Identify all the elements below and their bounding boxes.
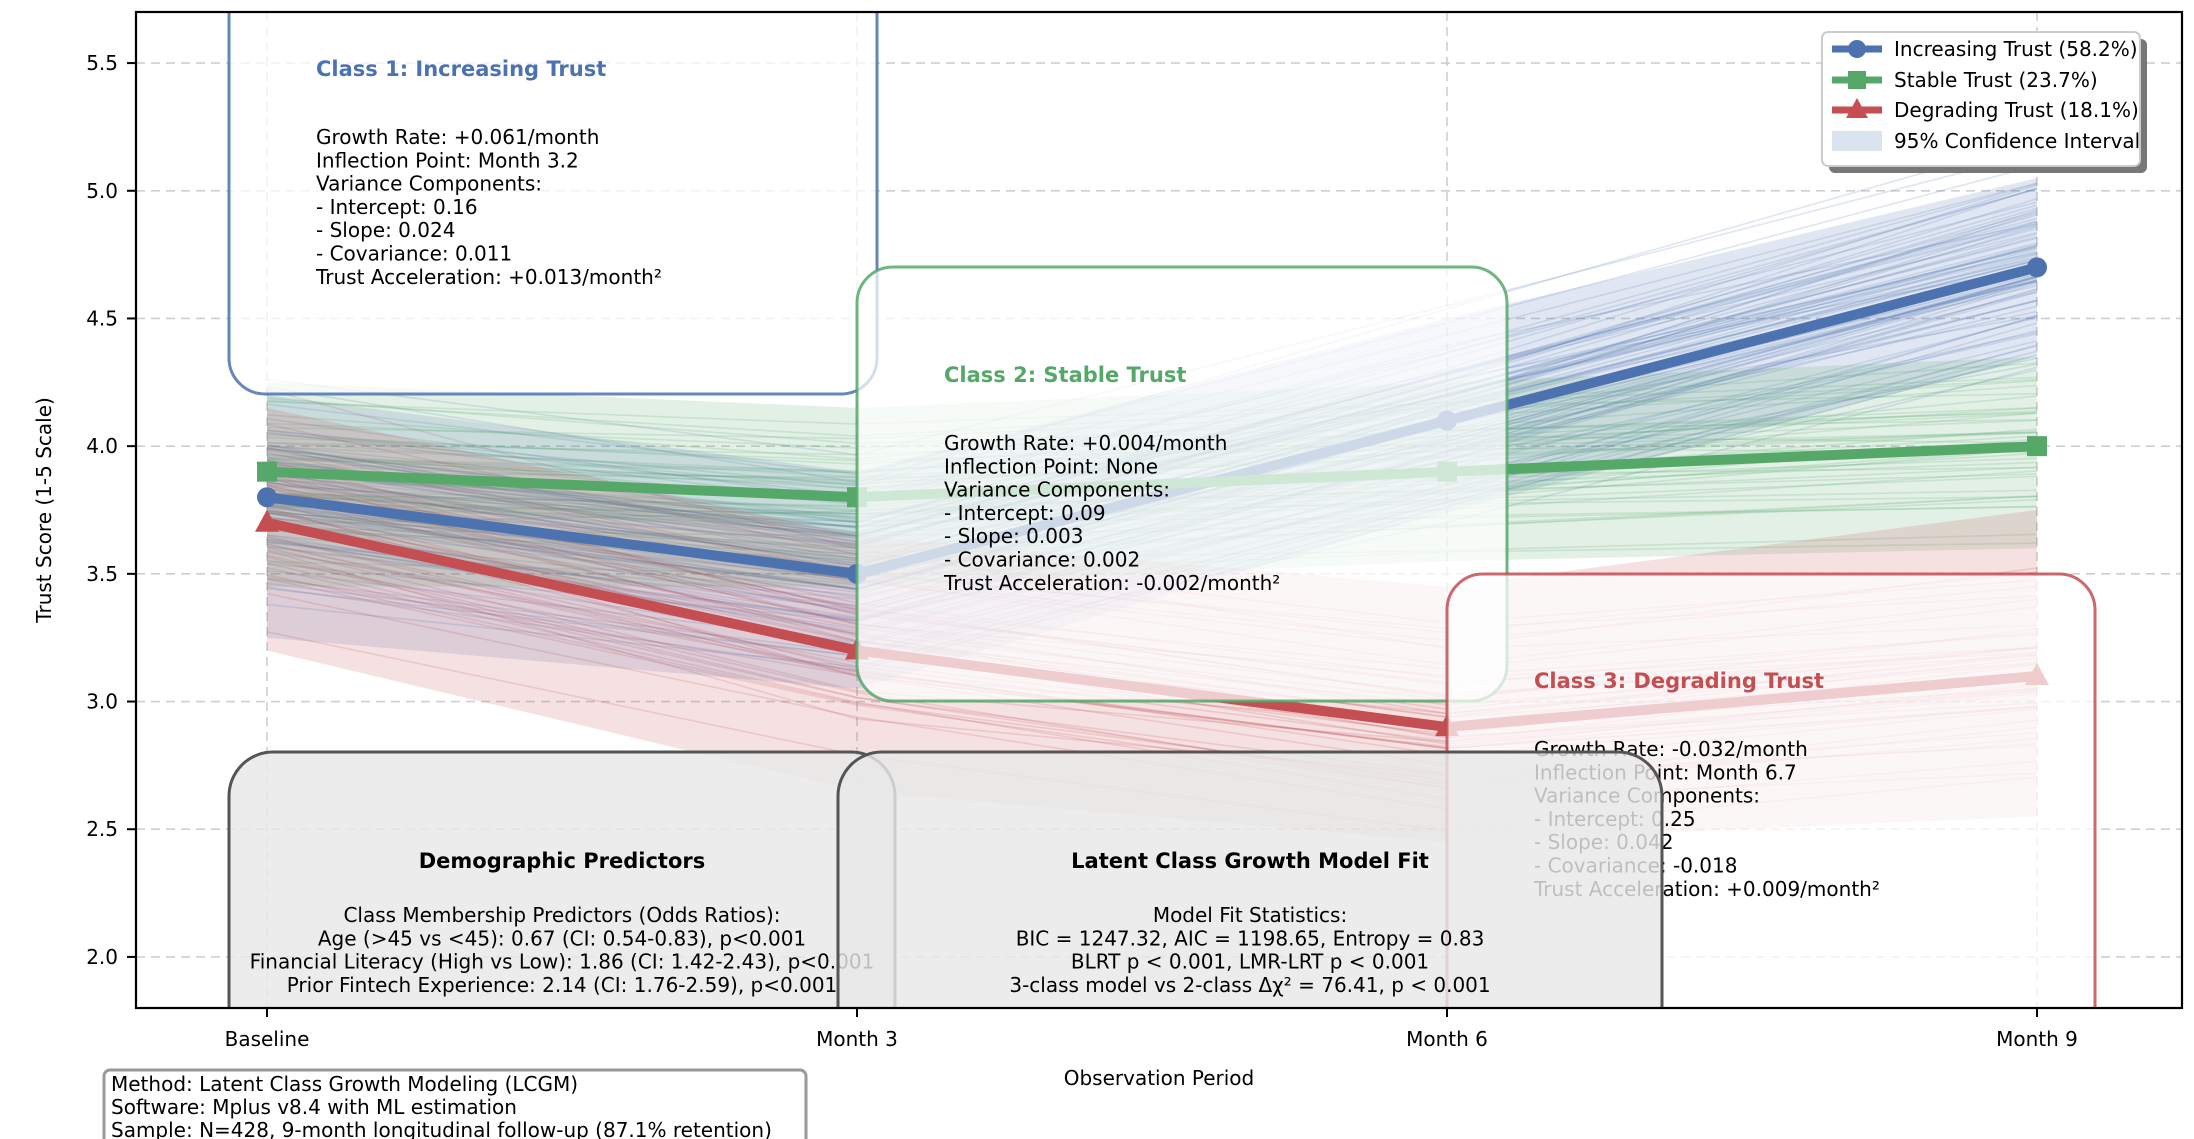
annotation-boxes: Class 1: Increasing Trust Growth Rate: +0… xyxy=(227,12,2097,1008)
x-tick-label: Baseline xyxy=(225,1027,310,1051)
y-axis-label: Trust Score (1-5 Scale) xyxy=(32,397,56,624)
annotation-line: Inflection Point: Month 3.2 xyxy=(316,148,579,172)
x-tick-label: Month 9 xyxy=(1996,1027,2078,1051)
x-tick-label: Month 3 xyxy=(816,1027,898,1051)
annotation-title: Class 1: Increasing Trust xyxy=(316,57,606,81)
annotation-box-class2 xyxy=(855,265,1509,703)
footnote-line: Method: Latent Class Growth Modeling (LC… xyxy=(111,1072,578,1096)
legend-marker xyxy=(1848,71,1866,89)
legend-label-increasing: Increasing Trust (58.2%) xyxy=(1894,37,2138,61)
info-box-title: Latent Class Growth Model Fit xyxy=(1071,849,1429,873)
info-box-modelfit xyxy=(836,750,1664,1008)
legend-label-stable: Stable Trust (23.7%) xyxy=(1894,68,2098,92)
info-box-title: Demographic Predictors xyxy=(419,849,705,873)
x-axis-label: Observation Period xyxy=(1064,1066,1255,1090)
annotation-line: - Covariance: 0.002 xyxy=(944,548,1140,572)
data-point-increasing xyxy=(2027,257,2047,278)
legend-marker xyxy=(1846,98,1868,118)
method-footnote: Method: Latent Class Growth Modeling (LC… xyxy=(102,1068,808,1139)
info-box-line: Class Membership Predictors (Odds Ratios… xyxy=(343,903,780,927)
axes: 2.0 2.5 3.0 3.5 4.0 4.5 5.0 5.5 Baseline Month 3 M… xyxy=(32,51,2078,1090)
data-point-stable xyxy=(257,461,277,482)
y-tick-label: 5.5 xyxy=(86,51,118,75)
y-tick-label: 2.5 xyxy=(86,817,118,841)
y-tick-label: 4.0 xyxy=(86,434,118,458)
x-tick-label: Month 6 xyxy=(1406,1027,1488,1051)
y-tick-label: 4.5 xyxy=(86,306,118,330)
annotation-line: - Intercept: 0.09 xyxy=(944,501,1106,525)
annotation-line: - Covariance: 0.011 xyxy=(316,242,512,266)
annotation-line: Inflection Point: None xyxy=(944,454,1158,478)
info-box-line: Model Fit Statistics: xyxy=(1153,903,1347,927)
legend-label-degrading: Degrading Trust (18.1%) xyxy=(1894,98,2139,122)
legend-box xyxy=(1821,31,2141,167)
annotation-line: - Slope: 0.024 xyxy=(316,218,455,242)
legend-swatch-ci xyxy=(1832,131,1882,151)
y-tick-label: 5.0 xyxy=(86,179,118,203)
annotation-line: Trust Acceleration: -0.002/month² xyxy=(943,571,1280,595)
annotation-line: Growth Rate: +0.004/month xyxy=(944,431,1227,455)
annotation-line: Variance Components: xyxy=(316,172,542,196)
annotation-line: Variance Components: xyxy=(944,478,1170,502)
info-box-line: 3-class model vs 2-class Δχ² = 76.41, p … xyxy=(1009,973,1490,997)
info-box-line: BIC = 1247.32, AIC = 1198.65, Entropy = … xyxy=(1016,926,1485,950)
y-tick-label: 3.0 xyxy=(86,690,118,714)
info-box-line: Financial Literacy (High vs Low): 1.86 (… xyxy=(250,950,875,974)
y-tick-label: 3.5 xyxy=(86,562,118,586)
annotation-box-class1 xyxy=(227,12,879,396)
legend-label-ci: 95% Confidence Interval xyxy=(1894,129,2140,153)
y-tick-label: 2.0 xyxy=(86,945,118,969)
info-box-line: Age (>45 vs <45): 0.67 (CI: 0.54-0.83), … xyxy=(318,926,806,950)
annotation-line: - Intercept: 0.16 xyxy=(316,195,478,219)
info-box-line: BLRT p < 0.001, LMR-LRT p < 0.001 xyxy=(1071,950,1429,974)
legend-marker xyxy=(1848,40,1866,58)
data-point-degrading xyxy=(255,509,279,532)
footnote-line: Software: Mplus v8.4 with ML estimation xyxy=(111,1095,517,1119)
footnote-box xyxy=(102,1068,808,1139)
annotation-line: Growth Rate: +0.061/month xyxy=(316,125,599,149)
annotation-title: Class 3: Degrading Trust xyxy=(1534,669,1824,693)
plot-frame xyxy=(134,10,2184,1010)
annotation-line: Trust Acceleration: +0.013/month² xyxy=(315,265,662,289)
annotation-title: Class 2: Stable Trust xyxy=(944,363,1186,387)
data-point-increasing xyxy=(257,487,277,508)
data-point-stable xyxy=(2027,436,2047,457)
info-box-line: Prior Fintech Experience: 2.14 (CI: 1.76… xyxy=(287,973,838,997)
legend: Increasing Trust (58.2%) Stable Trust (23… xyxy=(1821,31,2147,173)
annotation-line: - Slope: 0.003 xyxy=(944,524,1083,548)
footnote-line: Sample: N=428, 9-month longitudinal foll… xyxy=(111,1118,772,1139)
